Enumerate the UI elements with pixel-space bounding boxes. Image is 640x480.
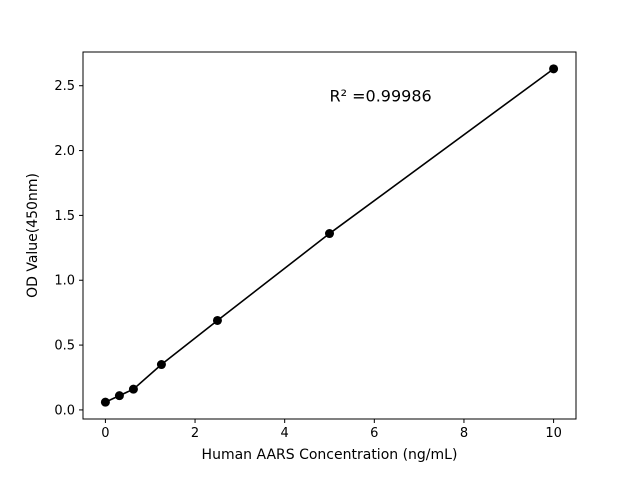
y-tick-label: 1.5 <box>54 209 75 224</box>
y-axis-label: OD Value(450nm) <box>25 173 41 298</box>
data-point-marker <box>325 229 334 239</box>
x-tick-label: 0 <box>101 426 109 441</box>
r-squared-annotation: R² =0.99986 <box>330 86 432 105</box>
data-point-marker <box>549 64 559 74</box>
x-tick-label: 2 <box>191 426 199 441</box>
data-point-marker <box>100 397 110 407</box>
data-point-marker <box>128 384 138 394</box>
x-tick-label: 6 <box>370 426 378 441</box>
x-axis-label: Human AARS Concentration (ng/mL) <box>202 447 458 463</box>
y-tick-label: 0.0 <box>54 403 75 418</box>
data-point-marker <box>114 391 124 401</box>
y-tick-label: 0.5 <box>54 339 75 354</box>
axes-spines <box>82 51 577 420</box>
x-tick-label: 8 <box>460 426 468 441</box>
x-tick-label: 10 <box>545 426 562 441</box>
y-tick-label: 2.5 <box>54 79 75 94</box>
y-tick-label: 1.0 <box>54 274 75 289</box>
data-point-marker <box>212 315 222 325</box>
x-tick-label: 4 <box>281 426 289 441</box>
data-point-marker <box>156 360 166 370</box>
y-tick-label: 2.0 <box>54 144 75 159</box>
